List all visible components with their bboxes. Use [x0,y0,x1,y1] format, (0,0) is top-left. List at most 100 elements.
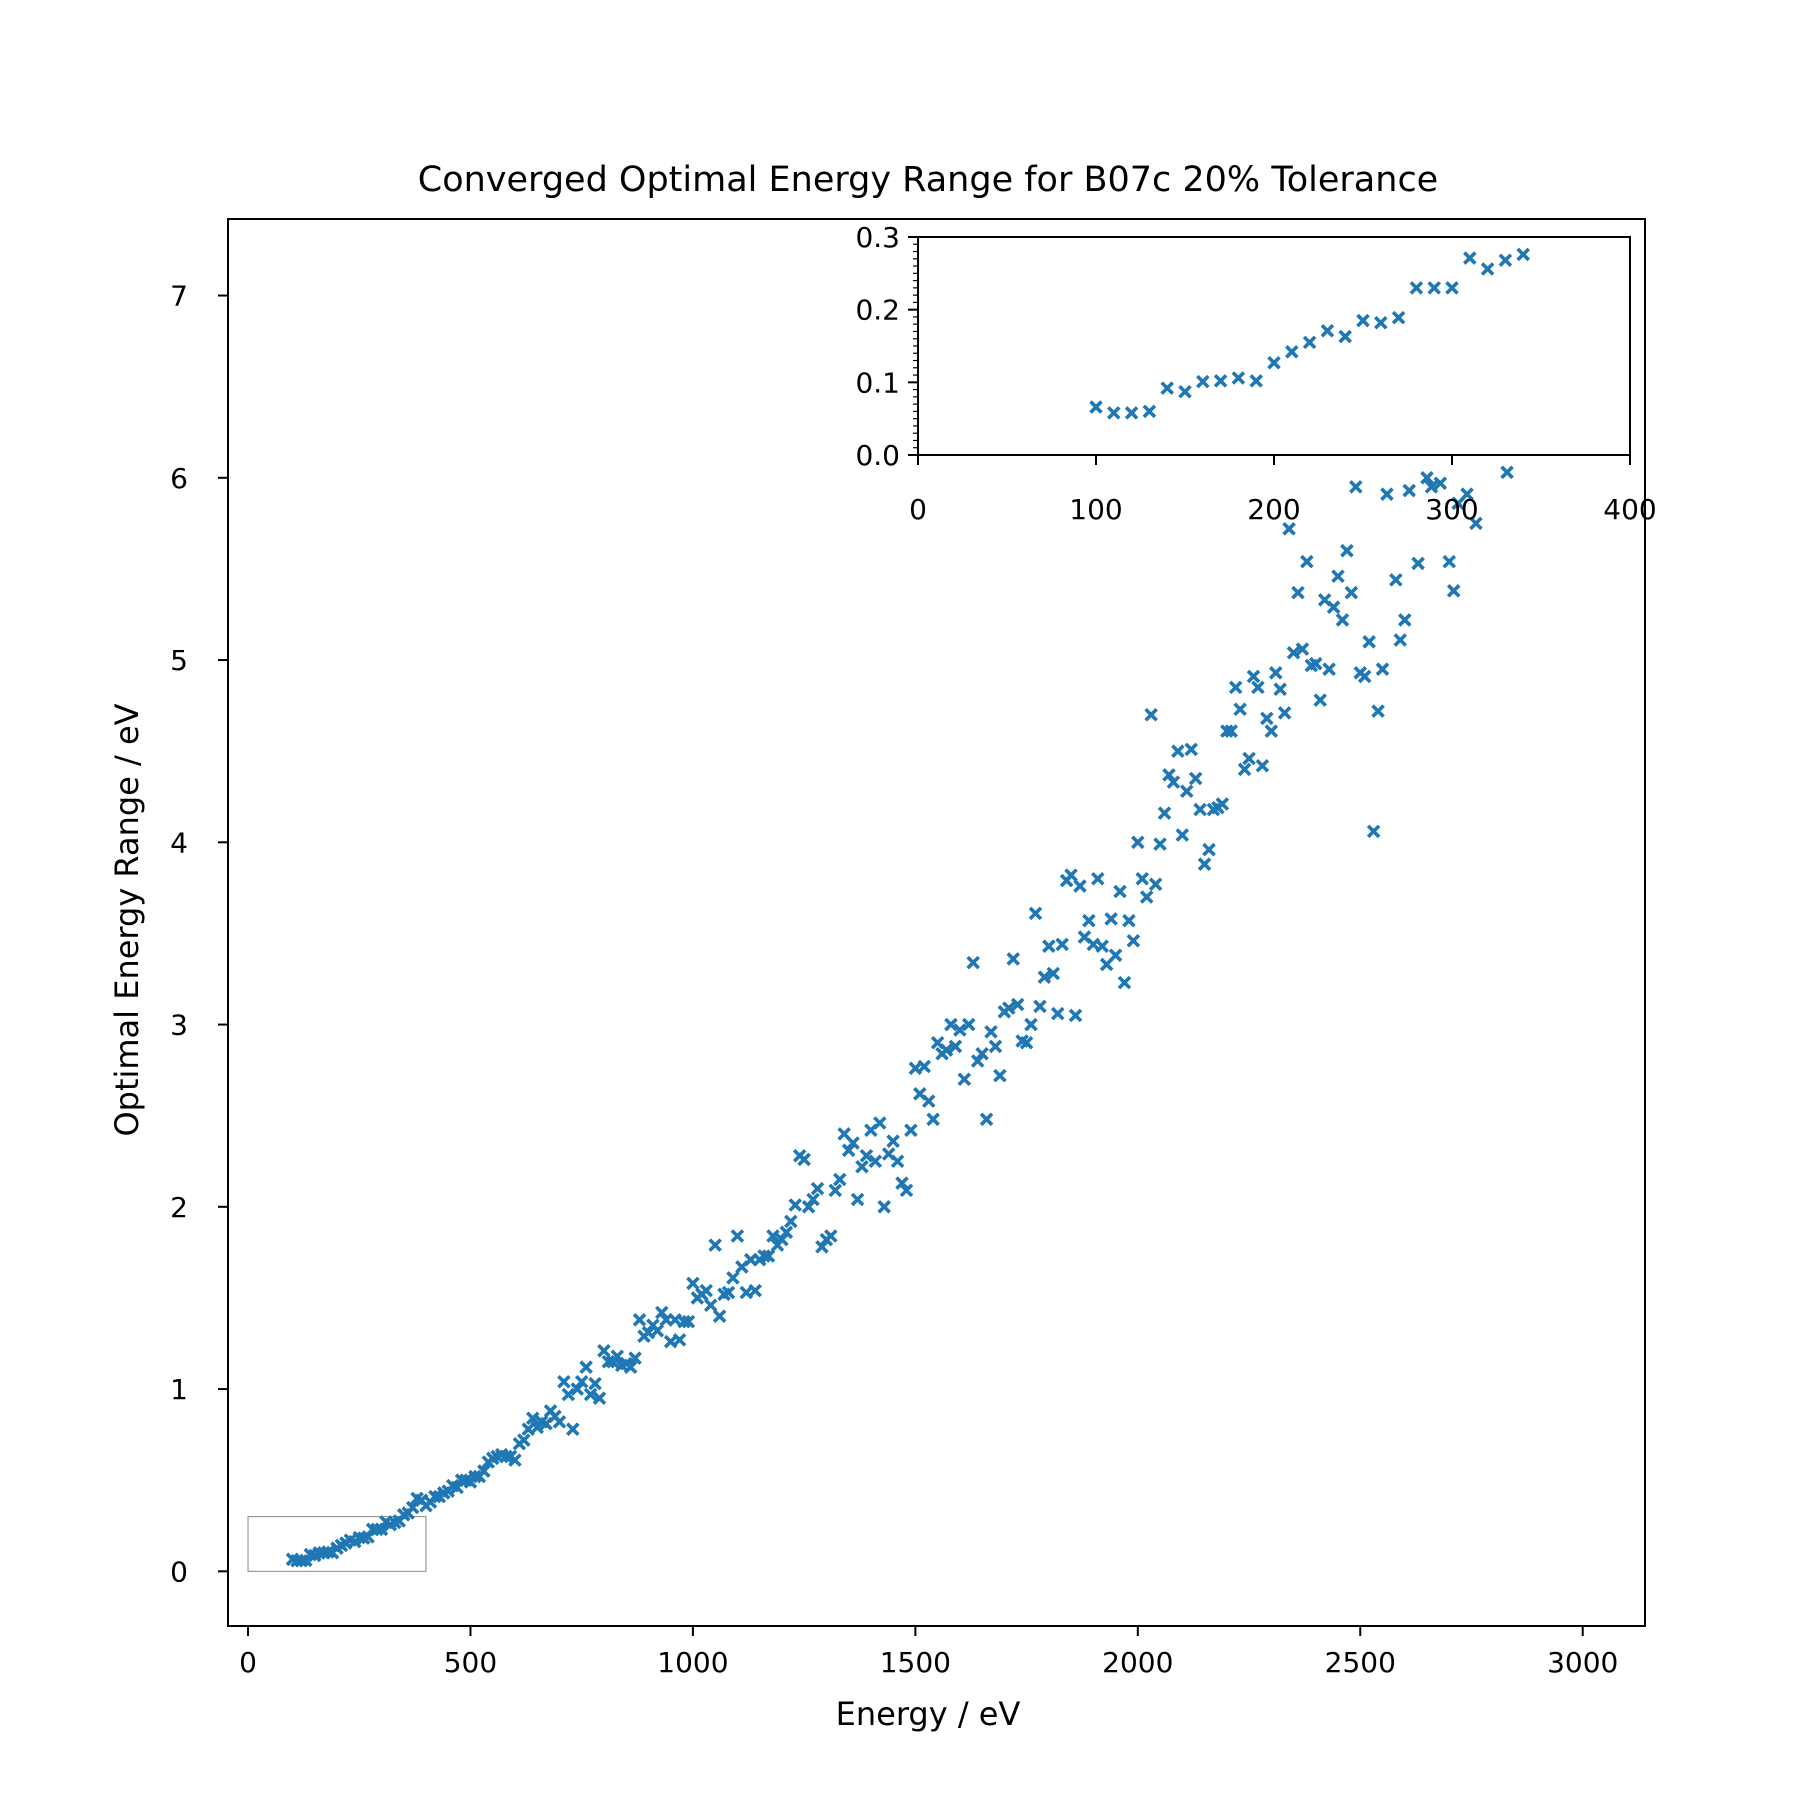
data-point [721,1285,736,1300]
inset-data-point [1249,374,1263,388]
data-point [672,1333,687,1347]
y-tick-label: 3 [170,1009,188,1042]
data-point [779,1225,794,1240]
data-point [1371,704,1385,718]
y-tick-label: 6 [170,462,188,495]
data-point [1148,877,1163,891]
data-point [1357,669,1372,684]
data-point [1131,835,1145,850]
data-point [1237,762,1252,777]
data-point [1050,1006,1065,1021]
inset-frame [917,236,1631,456]
data-point [1184,742,1198,757]
data-point [1055,937,1069,952]
data-point [984,1025,998,1039]
data-point [583,1387,598,1402]
inset-data-point [1480,262,1495,276]
data-point [1108,948,1123,963]
data-point [1326,600,1341,614]
data-point [1375,662,1390,676]
data-point [1251,680,1265,695]
data-point [699,1283,714,1298]
data-point [784,1214,798,1229]
data-point [1322,662,1336,676]
data-point [601,1354,616,1369]
inset-y-tick-label: 0.1 [855,366,900,399]
data-point [1179,784,1194,799]
inset-data-point [1267,355,1281,370]
data-point [552,1415,567,1429]
data-point [1362,635,1376,649]
data-point [1264,724,1279,738]
data-point [815,1240,829,1254]
data-point [477,1464,491,1478]
data-point [1366,824,1381,839]
data-point [726,1271,740,1285]
data-point [517,1433,531,1447]
data-point [1220,724,1234,738]
data-point [1104,912,1118,926]
data-point [1033,999,1047,1014]
inset-data-point [1196,374,1210,389]
data-point [499,1449,513,1464]
data-point [1420,471,1434,485]
data-point [1175,828,1190,842]
data-point [677,1314,691,1329]
data-point [957,1072,972,1087]
data-point [1073,879,1087,893]
data-point [766,1229,780,1243]
data-point [574,1375,589,1389]
data-point [1500,465,1514,480]
data-point [1113,884,1127,899]
inset-data-point [1285,345,1299,359]
chart-title: Converged Optimal Energy Range for B07c … [418,160,1438,200]
data-point [1006,952,1021,966]
data-point [961,1017,976,1032]
data-point [1233,702,1247,717]
inset-data-point [1498,253,1513,268]
data-point [877,1200,891,1214]
inset-y-tick-label: 0.3 [855,221,900,254]
data-point [1349,480,1363,494]
y-tick-label: 0 [170,1555,188,1588]
data-point [1157,806,1172,820]
x-axis-title: Energy / eV [836,1695,1021,1733]
data-point [993,1068,1007,1083]
data-point [828,1183,843,1198]
inset-data-point [1107,406,1121,420]
data-point [939,1043,954,1057]
inset-x-tick-label: 200 [1247,493,1300,526]
data-point [1282,522,1296,536]
data-point [1135,871,1150,886]
data-point [1291,585,1305,600]
data-point [1095,939,1109,953]
data-point [1224,724,1239,738]
x-tick-label: 3000 [1547,1646,1618,1679]
data-point [1397,613,1412,627]
data-point [921,1094,936,1108]
main-plot-frame [227,218,1646,1627]
inset-y-tick-label: 0.2 [855,294,900,327]
data-point [832,1172,847,1187]
data-point [1246,669,1261,684]
data-point [1019,1036,1034,1050]
data-point [841,1143,856,1158]
inset-plot-area: 0.0 0.1 0.2 0.3 0 100 200 300 400 [855,221,1656,526]
data-point [1126,933,1141,948]
data-point [899,1183,914,1198]
x-tick-label: 2500 [1325,1646,1396,1679]
data-point [1331,569,1345,583]
data-point [873,1116,887,1130]
data-point [1273,682,1287,696]
data-point [1460,487,1474,501]
data-point [712,1309,727,1323]
data-point [761,1249,776,1263]
data-point [988,1039,1003,1054]
data-point [1340,543,1354,558]
data-point [650,1323,665,1338]
data-point [824,1229,838,1243]
data-point [1228,680,1243,695]
data-point [1242,751,1256,766]
inset-data-point [1409,281,1424,295]
y-tick-label: 7 [170,280,188,313]
